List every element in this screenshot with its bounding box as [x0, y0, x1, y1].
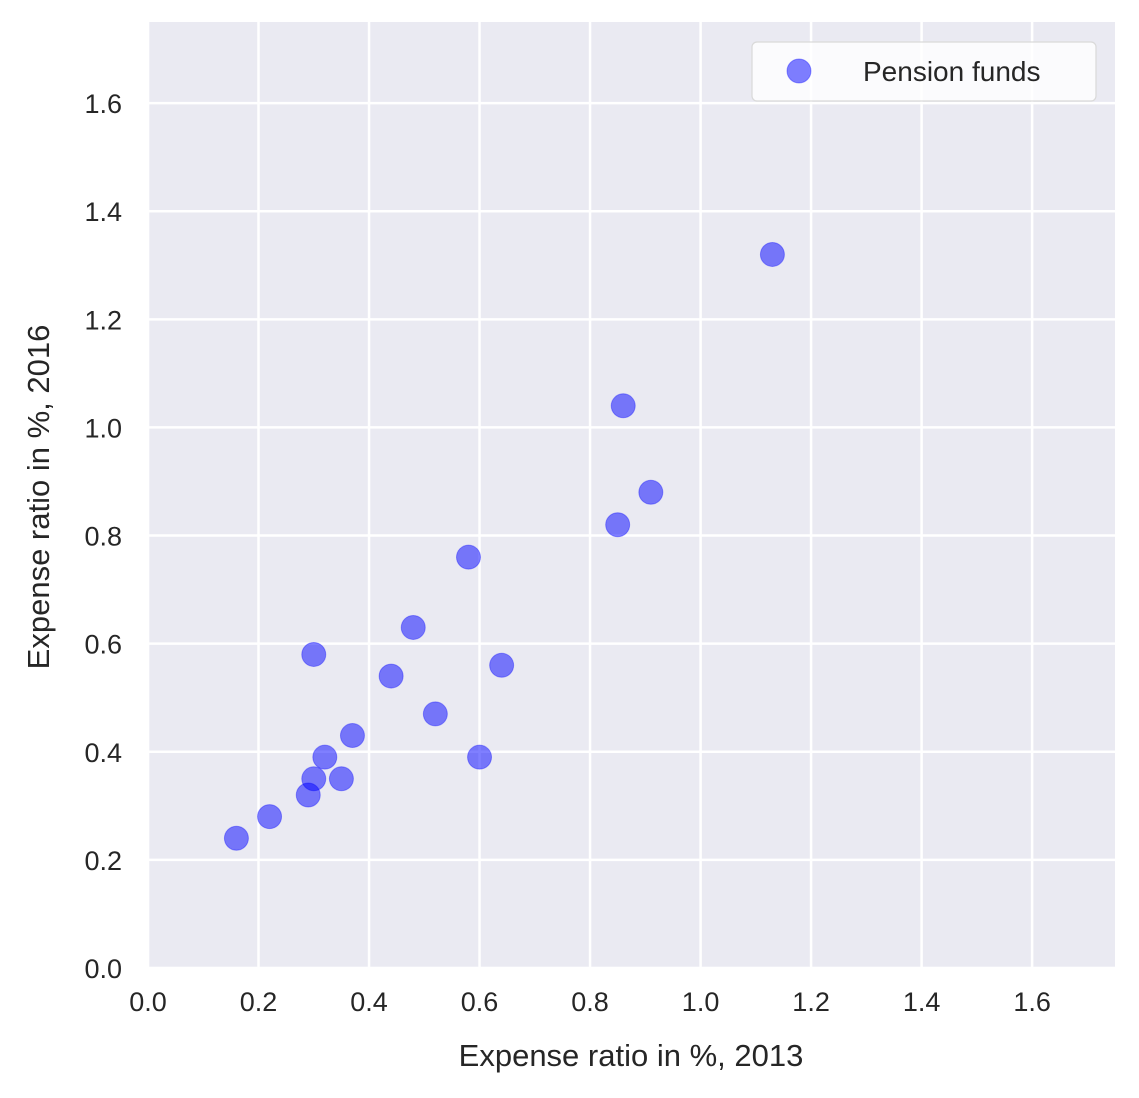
y-tick-label: 1.6: [84, 89, 122, 119]
data-point: [422, 701, 448, 727]
data-point: [489, 652, 515, 678]
plot-area: [148, 22, 1115, 968]
x-axis-label: Expense ratio in %, 2013: [459, 1038, 804, 1073]
y-axis-label: Expense ratio in %, 2016: [21, 325, 56, 670]
x-tick-label: 0.4: [350, 987, 388, 1017]
data-point: [301, 766, 327, 792]
scatter-points: [223, 241, 785, 851]
y-tick-label: 1.4: [84, 197, 122, 227]
x-tick-label: 1.4: [903, 987, 941, 1017]
x-tick-label: 0.0: [129, 987, 167, 1017]
y-axis-ticks: 0.0 0.2 0.4 0.6 0.8 1.0 1.2 1.4 1.6: [84, 89, 122, 984]
legend-label: Pension funds: [863, 56, 1040, 87]
y-tick-label: 0.2: [84, 846, 122, 876]
x-tick-label: 1.0: [682, 987, 720, 1017]
grid-lines: [146, 22, 1115, 970]
x-tick-label: 0.2: [240, 987, 278, 1017]
x-tick-label: 1.6: [1013, 987, 1051, 1017]
y-tick-label: 0.0: [84, 954, 122, 984]
data-point: [759, 241, 785, 267]
data-point: [378, 663, 404, 689]
data-point: [467, 744, 493, 770]
legend: Pension funds: [751, 41, 1097, 102]
data-point: [605, 512, 631, 538]
y-tick-label: 0.6: [84, 630, 122, 660]
x-tick-label: 0.8: [571, 987, 609, 1017]
x-tick-label: 0.6: [461, 987, 499, 1017]
data-point: [339, 723, 365, 749]
data-point: [400, 614, 426, 640]
y-tick-label: 0.4: [84, 738, 122, 768]
data-point: [328, 766, 354, 792]
legend-box: [751, 41, 1097, 102]
y-tick-label: 1.0: [84, 413, 122, 443]
data-point: [223, 825, 249, 851]
data-point: [257, 804, 283, 830]
data-point: [610, 393, 636, 419]
data-point: [455, 544, 481, 570]
y-tick-label: 0.8: [84, 522, 122, 552]
data-point: [301, 641, 327, 667]
legend-marker: [786, 58, 812, 84]
y-tick-label: 1.2: [84, 305, 122, 335]
x-tick-label: 1.2: [792, 987, 830, 1017]
data-point: [638, 479, 664, 505]
data-point: [312, 744, 338, 770]
x-axis-ticks: 0.0 0.2 0.4 0.6 0.8 1.0 1.2 1.4 1.6: [129, 987, 1051, 1017]
